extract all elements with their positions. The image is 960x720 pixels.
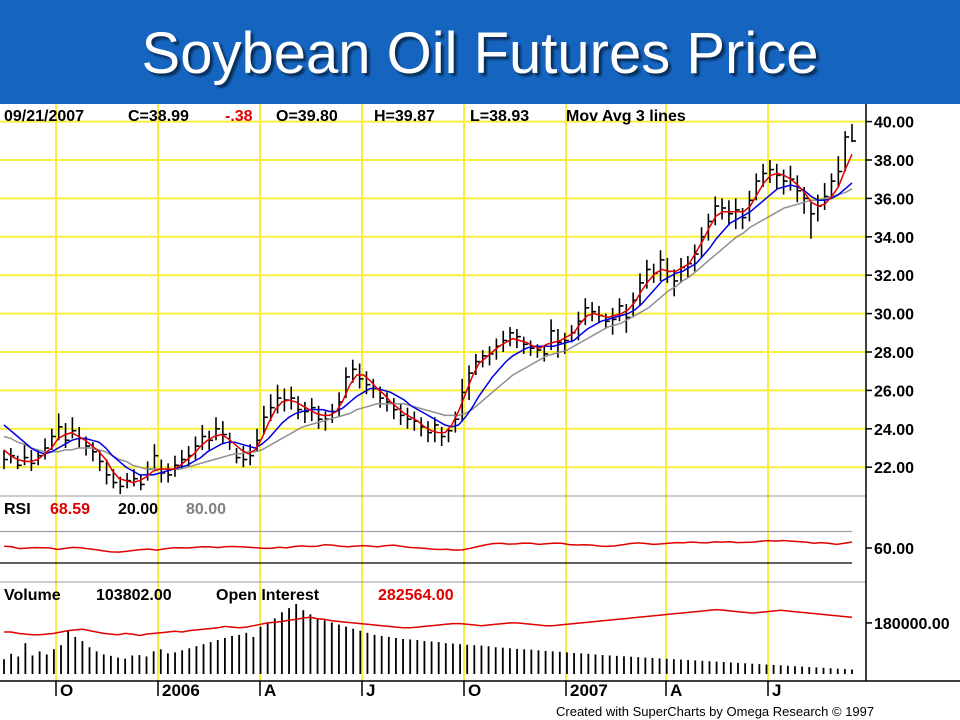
rsi-value: 68.59 bbox=[50, 501, 90, 518]
date-label: J bbox=[772, 681, 781, 700]
price-tick-label: 30.00 bbox=[874, 307, 914, 324]
rsi-label: RSI bbox=[4, 501, 31, 518]
price-tick-label: 34.00 bbox=[874, 230, 914, 247]
slide-title: Soybean Oil Futures Price bbox=[141, 21, 819, 86]
price-tick-label: 40.00 bbox=[874, 115, 914, 132]
date-label: O bbox=[468, 681, 481, 700]
header-date: 09/21/2007 bbox=[4, 108, 84, 125]
volume-value: 103802.00 bbox=[96, 587, 172, 604]
rsi-low-level: 20.00 bbox=[118, 501, 158, 518]
price-tick-label: 24.00 bbox=[874, 422, 914, 439]
price-tick-label: 22.00 bbox=[874, 460, 914, 477]
header-high: H=39.87 bbox=[374, 108, 435, 125]
chart-background bbox=[0, 104, 960, 720]
price-tick-label: 32.00 bbox=[874, 268, 914, 285]
moving-averages bbox=[3, 153, 853, 484]
volume-panel bbox=[3, 604, 853, 674]
price-bars bbox=[3, 124, 856, 495]
date-label: 2007 bbox=[570, 681, 608, 700]
date-label: A bbox=[264, 681, 276, 700]
rsi-panel bbox=[0, 530, 853, 564]
header-close: C=38.99 bbox=[128, 108, 189, 125]
rsi-line bbox=[3, 539, 853, 553]
price-tick-label: 26.00 bbox=[874, 383, 914, 400]
header-open: O=39.80 bbox=[276, 108, 338, 125]
header-indicator: Mov Avg 3 lines bbox=[566, 108, 686, 125]
price-header: 09/21/2007 C=38.99 -.38 O=39.80 H=39.87 … bbox=[4, 108, 686, 125]
open-interest-value: 282564.00 bbox=[378, 587, 454, 604]
credit-text: Created with SuperCharts by Omega Resear… bbox=[556, 704, 874, 719]
ma-fast-line bbox=[3, 153, 853, 484]
price-chart: O 2006 A J O 2007 A J 40.00 38.00 36.00 34.00 32.00 3… bbox=[0, 104, 960, 720]
rsi-header: RSI 68.59 20.00 80.00 bbox=[4, 501, 226, 518]
rsi-tick-label: 60.00 bbox=[874, 541, 914, 558]
price-tick-label: 36.00 bbox=[874, 191, 914, 208]
open-interest-line bbox=[4, 608, 853, 637]
header-low: L=38.93 bbox=[470, 108, 529, 125]
volume-header: Volume 103802.00 Open Interest 282564.00 bbox=[4, 587, 454, 604]
rsi-high-level: 80.00 bbox=[186, 501, 226, 518]
date-label: J bbox=[366, 681, 375, 700]
open-interest-label: Open Interest bbox=[216, 587, 320, 604]
price-tick-label: 38.00 bbox=[874, 153, 914, 170]
grid-layer bbox=[0, 104, 866, 681]
price-tick-label: 28.00 bbox=[874, 345, 914, 362]
axis-layer: O 2006 A J O 2007 A J 40.00 38.00 36.00 34.00 32.00 3… bbox=[0, 104, 960, 700]
date-label: O bbox=[60, 681, 73, 700]
date-label: 2006 bbox=[162, 681, 200, 700]
ma-mid-line bbox=[3, 182, 853, 476]
volume-label: Volume bbox=[4, 587, 61, 604]
ma-slow-line bbox=[3, 188, 853, 470]
volume-tick-label: 180000.00 bbox=[874, 616, 950, 633]
title-bar bbox=[0, 0, 960, 104]
date-label: A bbox=[670, 681, 682, 700]
header-change: -.38 bbox=[225, 108, 253, 125]
